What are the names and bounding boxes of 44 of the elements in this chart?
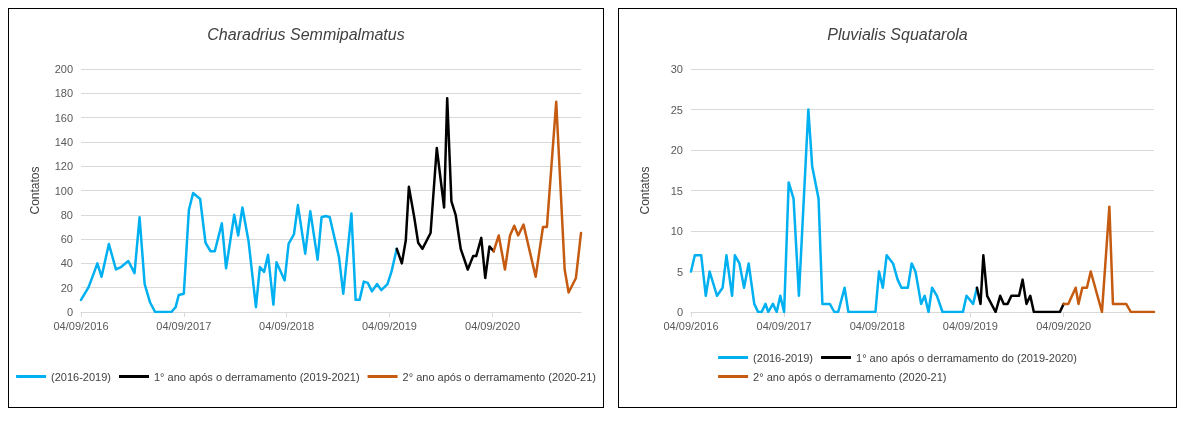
legend-label: (2016-2019)	[753, 351, 814, 364]
y-tick-label: 140	[54, 135, 73, 148]
x-tick-label: 04/09/2020	[1036, 319, 1092, 332]
x-tick-label: 04/09/2017	[756, 319, 812, 332]
line-series	[1062, 205, 1156, 314]
y-tick-label: 20	[60, 281, 73, 294]
y-tick-label: 200	[54, 63, 73, 75]
x-tick-label: 04/09/2016	[663, 319, 719, 332]
y-tick-label: 30	[670, 63, 683, 75]
chart-title: Charadrius Semmipalmatus	[207, 25, 405, 43]
x-tick-label: 04/09/2019	[361, 319, 417, 332]
y-tick-label: 15	[670, 184, 683, 197]
legend-label: 2° ano após o derramamento (2020-21)	[753, 370, 947, 383]
x-tick-label: 04/09/2018	[259, 319, 315, 332]
legend-label: 2° ano após o derramamento (2020-21)	[402, 370, 596, 383]
y-axis-title: Contatos	[28, 166, 42, 215]
y-tick-label: 60	[60, 233, 73, 246]
x-tick-label: 04/09/2019	[942, 319, 998, 332]
legend-label: (2016-2019)	[51, 370, 112, 383]
line-series	[975, 254, 1065, 314]
y-tick-label: 5	[676, 265, 683, 278]
y-tick-label: 160	[54, 111, 73, 124]
line-series	[689, 108, 979, 314]
legend-label: 1° ano após o derramamento (2019-2021)	[154, 370, 360, 383]
x-tick-label: 04/09/2016	[53, 319, 109, 332]
line-series	[79, 191, 399, 314]
x-tick-label: 04/09/2020	[465, 319, 521, 332]
y-tick-label: 10	[670, 225, 683, 237]
y-tick-label: 0	[66, 306, 73, 318]
y-tick-label: 20	[670, 144, 683, 156]
line-series	[395, 96, 495, 280]
x-tick-label: 04/09/2018	[849, 319, 905, 332]
legend-label: 1° ano após o derramamento do (2019-2020)	[856, 351, 1077, 364]
y-axis-title: Contatos	[638, 166, 652, 215]
y-tick-label: 25	[670, 103, 683, 116]
line-series	[492, 100, 583, 294]
x-tick-label: 04/09/2017	[156, 319, 212, 332]
y-tick-label: 80	[60, 208, 73, 221]
chart-title: Pluvialis Squatarola	[827, 25, 968, 43]
y-tick-label: 180	[54, 87, 73, 100]
y-tick-label: 120	[54, 160, 73, 173]
y-tick-label: 0	[676, 306, 683, 318]
y-tick-label: 100	[54, 184, 73, 197]
y-tick-label: 40	[60, 257, 73, 270]
